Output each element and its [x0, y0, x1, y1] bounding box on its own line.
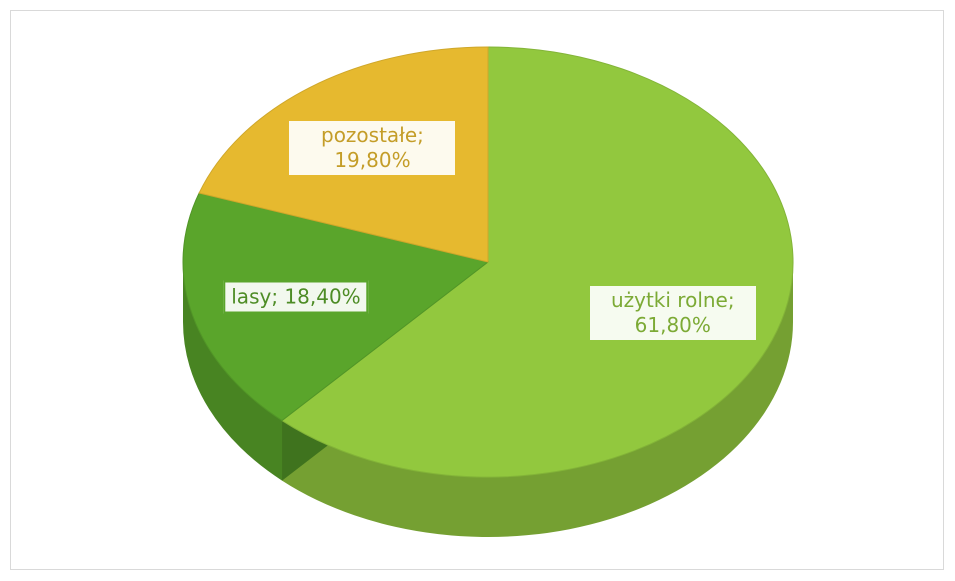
slice-side [282, 262, 793, 537]
data-label: lasy; 18,40% [223, 280, 369, 314]
data-label: pozostałe; 19,80% [287, 119, 458, 178]
chart-frame [10, 10, 944, 570]
slice-side [183, 262, 283, 481]
data-label: użytki rolne; 61,80% [587, 283, 758, 342]
slice: użytki rolne [281, 46, 794, 478]
